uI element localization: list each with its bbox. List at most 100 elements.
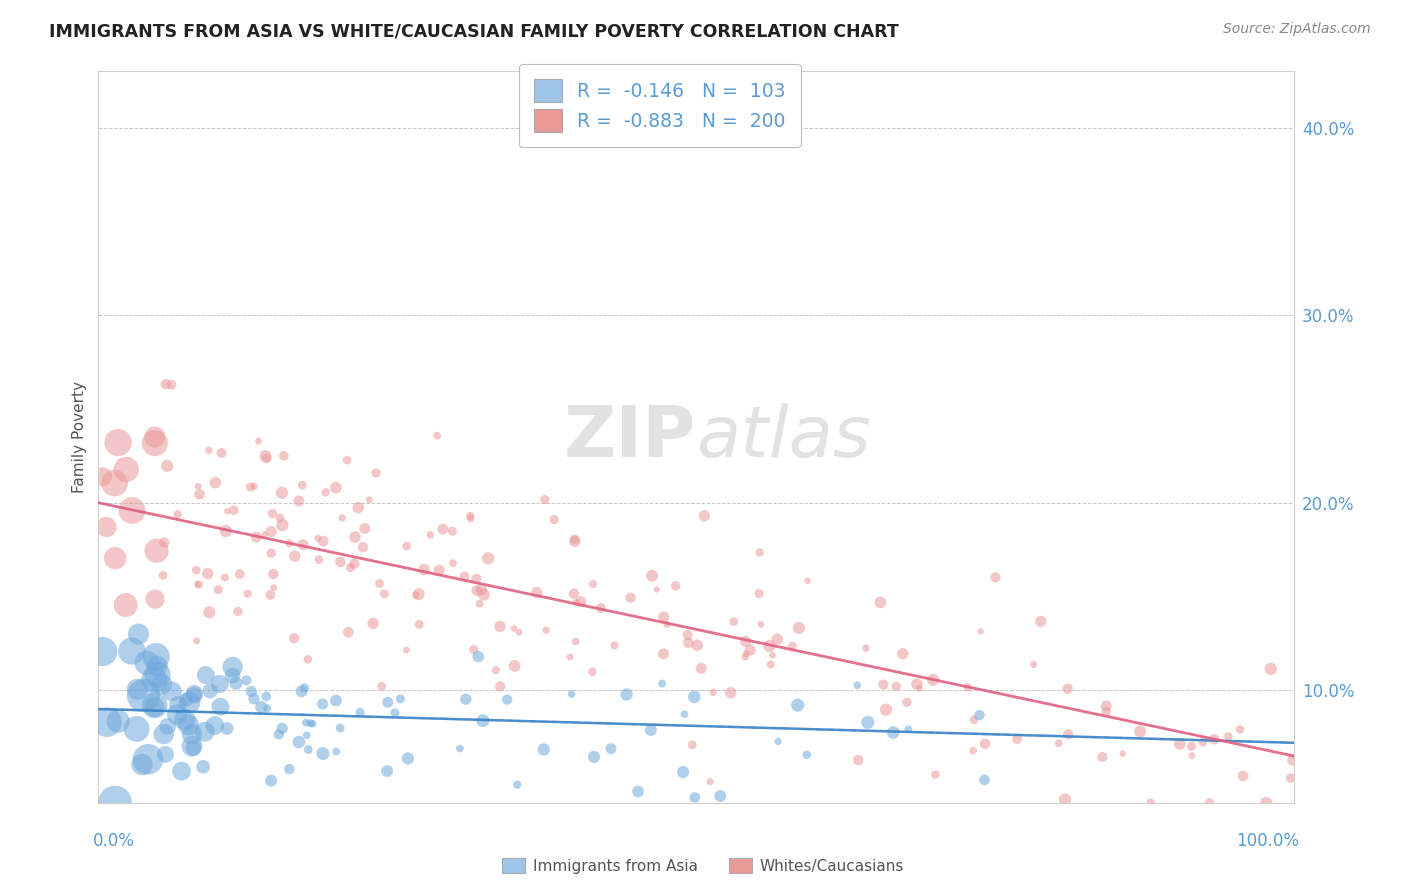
Point: [260, 546, 283, 560]
Point: [564, 534, 586, 549]
Point: [1279, 771, 1302, 785]
Point: [875, 703, 897, 717]
Point: [543, 512, 565, 526]
Point: [562, 587, 585, 601]
Point: [758, 639, 780, 653]
Point: [651, 676, 673, 690]
Point: [582, 750, 605, 764]
Point: [262, 507, 284, 521]
Point: [395, 643, 418, 657]
Point: [1180, 739, 1202, 754]
Point: [271, 721, 294, 735]
Point: [160, 377, 183, 392]
Point: [377, 695, 399, 709]
Point: [375, 764, 398, 778]
Point: [896, 695, 918, 709]
Point: [183, 688, 205, 702]
Point: [243, 479, 266, 493]
Point: [619, 591, 641, 605]
Point: [339, 560, 361, 574]
Text: IMMIGRANTS FROM ASIA VS WHITE/CAUCASIAN FAMILY POVERTY CORRELATION CHART: IMMIGRANTS FROM ASIA VS WHITE/CAUCASIAN …: [49, 22, 898, 40]
Point: [166, 508, 188, 522]
Point: [1192, 735, 1215, 749]
Point: [299, 716, 322, 731]
Point: [91, 469, 114, 483]
Point: [364, 466, 387, 480]
Point: [759, 657, 782, 672]
Point: [1139, 796, 1161, 810]
Legend: R =  -0.146   N =  103, R =  -0.883   N =  200: R = -0.146 N = 103, R = -0.883 N = 200: [519, 64, 801, 147]
Point: [312, 747, 335, 761]
Point: [127, 682, 149, 697]
Point: [761, 648, 783, 663]
Point: [589, 601, 612, 615]
Point: [198, 605, 221, 619]
Point: [561, 687, 583, 701]
Text: Source: ZipAtlas.com: Source: ZipAtlas.com: [1223, 22, 1371, 37]
Point: [408, 617, 430, 632]
Point: [239, 480, 262, 494]
Point: [337, 625, 360, 640]
Point: [735, 647, 758, 661]
Point: [121, 503, 143, 517]
Point: [723, 615, 745, 629]
Point: [263, 581, 285, 595]
Point: [1091, 750, 1114, 764]
Point: [796, 574, 818, 588]
Point: [565, 595, 588, 609]
Text: 100.0%: 100.0%: [1236, 832, 1299, 850]
Point: [155, 377, 177, 392]
Point: [273, 449, 295, 463]
Point: [526, 585, 548, 599]
Point: [465, 572, 488, 586]
Point: [676, 628, 699, 642]
Point: [970, 624, 993, 639]
Point: [1112, 747, 1135, 761]
Point: [1181, 748, 1204, 763]
Point: [204, 475, 226, 490]
Point: [855, 641, 877, 656]
Point: [91, 644, 114, 658]
Point: [963, 713, 986, 727]
Point: [432, 522, 454, 536]
Point: [872, 677, 894, 691]
Point: [229, 567, 252, 582]
Point: [603, 639, 626, 653]
Point: [336, 453, 359, 467]
Point: [699, 774, 721, 789]
Text: atlas: atlas: [696, 402, 870, 472]
Point: [256, 701, 278, 715]
Point: [204, 718, 226, 732]
Point: [146, 659, 169, 673]
Point: [665, 579, 688, 593]
Point: [1260, 662, 1282, 676]
Point: [153, 535, 176, 549]
Point: [288, 494, 311, 508]
Point: [354, 521, 377, 535]
Point: [856, 715, 879, 730]
Point: [347, 500, 370, 515]
Point: [225, 676, 247, 690]
Point: [271, 518, 294, 533]
Point: [652, 610, 675, 624]
Point: [786, 698, 808, 712]
Point: [173, 713, 195, 727]
Point: [329, 721, 352, 735]
Point: [533, 742, 555, 756]
Point: [96, 520, 118, 534]
Point: [905, 677, 928, 691]
Point: [782, 639, 804, 653]
Point: [686, 638, 709, 652]
Point: [170, 764, 193, 779]
Point: [506, 778, 529, 792]
Point: [240, 684, 263, 698]
Point: [198, 683, 221, 698]
Point: [209, 699, 232, 714]
Point: [702, 685, 724, 699]
Point: [508, 625, 530, 640]
Point: [278, 762, 301, 776]
Point: [312, 534, 335, 549]
Point: [564, 634, 586, 648]
Point: [652, 647, 675, 661]
Point: [600, 741, 623, 756]
